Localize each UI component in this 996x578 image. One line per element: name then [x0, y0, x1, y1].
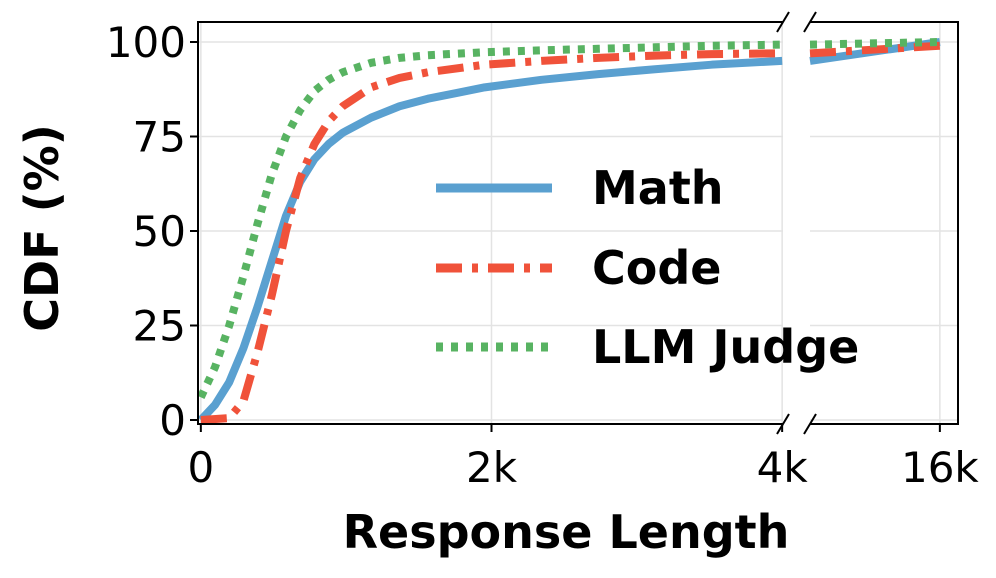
- series-line-llm-judge-right: [809, 38, 940, 49]
- series-group: [197, 38, 941, 424]
- series-line-code-right: [809, 41, 941, 58]
- y-axis-label: CDF (%): [15, 124, 69, 332]
- series-line-math: [197, 56, 783, 423]
- legend-label: Math: [592, 161, 724, 215]
- x-tick-label: 2k: [466, 443, 518, 492]
- axis-break-mark: [776, 11, 790, 33]
- right-panel-spine: [810, 21, 959, 425]
- axis-break-mark: [803, 413, 817, 435]
- series-line-code: [200, 49, 783, 424]
- axis-break-mark: [776, 413, 790, 435]
- y-tick-label: 50: [133, 207, 186, 256]
- axes: [190, 11, 959, 435]
- x-tick-label: 4k: [757, 443, 809, 492]
- y-tick-label: 25: [133, 302, 186, 351]
- legend-label: Code: [592, 241, 722, 295]
- y-tick-label: 100: [106, 18, 186, 67]
- legend: Math Code LLM Judge: [436, 161, 859, 374]
- series-line-llm-judge: [197, 40, 783, 400]
- x-tick-label: 16k: [901, 443, 979, 492]
- axis-break-mark: [803, 11, 817, 33]
- x-axis-label: Response Length: [343, 505, 790, 559]
- left-panel-spine: [197, 21, 783, 425]
- legend-label: LLM Judge: [592, 320, 859, 374]
- x-tick-label: 0: [187, 443, 214, 492]
- y-tick-label: 0: [159, 396, 186, 445]
- y-tick-label: 75: [133, 113, 186, 162]
- tick-labels: 0 25 50 75 100 0 2k 4k 16k: [106, 18, 980, 492]
